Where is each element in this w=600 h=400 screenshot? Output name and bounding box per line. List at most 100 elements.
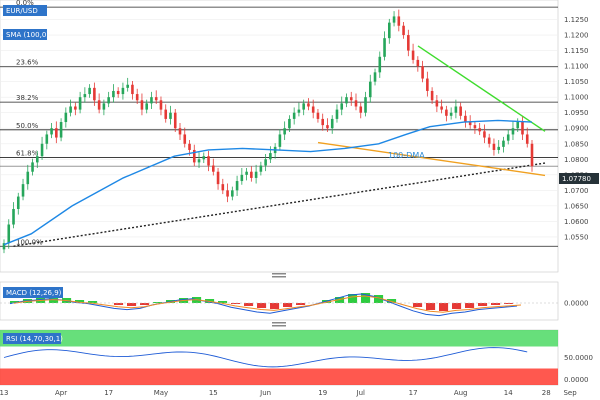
time-tick-label: 17 (409, 389, 418, 397)
candle-body (55, 128, 58, 138)
ascending-support-line (13, 162, 546, 247)
candle-body (74, 106, 77, 110)
macd-histogram-bar (153, 302, 163, 303)
candle-body (435, 100, 439, 107)
descending-resistance-line (417, 45, 546, 132)
candle-body (235, 181, 239, 191)
candle-body (459, 106, 462, 116)
macd-histogram-bar (127, 303, 137, 306)
macd-histogram-bar (296, 303, 306, 305)
macd-histogram-bar (10, 301, 20, 303)
price-tag-value: 1.07780 (562, 175, 591, 183)
candle-body (411, 50, 415, 60)
macd-histogram-bar (257, 303, 267, 308)
macd-label: MACD (12,26,9) (6, 289, 62, 297)
candle-body (392, 16, 396, 23)
candle-body (492, 143, 496, 150)
candle-body (254, 171, 258, 178)
candle-body (302, 103, 305, 110)
candle-body (521, 122, 524, 135)
candle-body (78, 97, 82, 110)
candle-body (83, 94, 87, 98)
sma-indicator-badge[interactable] (3, 29, 47, 40)
macd-histogram-bar (413, 303, 423, 307)
candle-body (250, 171, 253, 178)
candle-body (311, 106, 315, 113)
macd-histogram-bar (439, 303, 449, 311)
candle-body (112, 90, 115, 98)
candle-body (93, 87, 96, 101)
time-tick-label: 28 (542, 389, 551, 397)
price-tick-label: 1.1100 (564, 63, 589, 71)
rsi-overbought-zone (0, 330, 558, 347)
candle-body (31, 162, 34, 172)
fibonacci-levels: 0.0% 23.6% 38.2% 50.0% 61.8% 100.0% (0, 0, 558, 247)
symbol-badge[interactable] (3, 5, 47, 16)
macd-badge[interactable] (3, 287, 63, 298)
price-tick-label: 1.0650 (564, 202, 589, 210)
candle-body (16, 196, 20, 209)
candle-body (192, 149, 196, 163)
rsi-badge[interactable] (3, 333, 61, 344)
macd-histogram-bar (452, 303, 462, 309)
candle-body (240, 174, 244, 182)
sma-indicator-label: SMA (100,0) (6, 31, 49, 39)
candle-body (397, 16, 401, 26)
candle-body (516, 122, 520, 129)
candle-body (245, 171, 248, 175)
macd-histogram-bar (218, 301, 228, 303)
candle-body (297, 109, 301, 113)
dma-annotation: 100-DMA (388, 151, 425, 160)
candle-body (373, 72, 377, 82)
candle-body (202, 156, 206, 160)
candle-body (464, 115, 467, 123)
candle-body (506, 134, 510, 141)
macd-histogram-bar (465, 303, 475, 308)
price-tick-label: 1.1150 (564, 47, 589, 55)
candle-body (40, 143, 44, 157)
candle-body (497, 146, 500, 150)
panel-resize-handle[interactable] (272, 273, 286, 278)
candle-body (50, 128, 53, 135)
macd-tick-label: 0.0000 (564, 300, 589, 308)
candle-body (216, 171, 220, 185)
price-tick-label: 1.0950 (564, 109, 589, 117)
candle-body (145, 103, 148, 110)
fib-level-label: 23.6% (16, 59, 39, 67)
macd-histogram-bar (75, 300, 85, 303)
candle-body (173, 112, 177, 129)
candle-body (525, 134, 529, 144)
candle-body (430, 90, 434, 101)
macd-histogram-bar (335, 297, 345, 303)
candle-body (278, 134, 282, 147)
fib-level-label: 38.2% (16, 94, 39, 102)
time-tick-label: 17 (104, 389, 113, 397)
candle-body (131, 84, 134, 95)
time-tick-label: May (154, 389, 168, 397)
candle-body (207, 156, 210, 166)
candle-body (511, 128, 515, 135)
candle-body (473, 125, 477, 129)
macd-histogram-bar (114, 303, 124, 305)
candle-body (159, 100, 163, 110)
macd-histogram-bar (387, 299, 397, 303)
time-tick-label: Aug (454, 389, 468, 397)
price-axis: 1.1250 1.1200 1.1150 1.1100 1.1050 1.1000 1.09… (564, 16, 589, 241)
macd-histogram-bar (88, 301, 98, 303)
candle-body (283, 128, 286, 135)
candle-body (121, 87, 125, 95)
price-tick-label: 1.0600 (564, 218, 589, 226)
time-tick-label: 13 (0, 389, 8, 397)
candle-body (164, 109, 168, 119)
candle-body (359, 106, 363, 113)
candle-body (388, 22, 391, 39)
candle-body (478, 128, 481, 132)
fib-level-label: 61.8% (16, 149, 39, 157)
fib-level-label: 100.0% (16, 238, 43, 246)
candle-body (197, 159, 201, 163)
macd-histogram-bar (426, 303, 436, 310)
panel-resize-handle[interactable] (272, 322, 286, 327)
candle-body (368, 81, 372, 98)
candle-body (2, 243, 6, 250)
candle-body (135, 94, 139, 101)
